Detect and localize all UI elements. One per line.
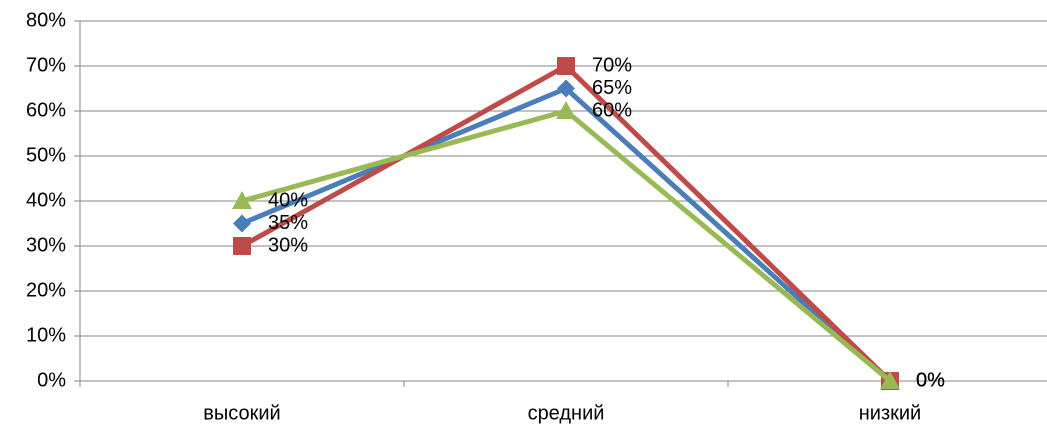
data-label: 60% xyxy=(592,99,632,121)
data-point-triangle xyxy=(880,371,900,389)
y-tick-label: 40% xyxy=(26,189,66,211)
y-tick-label: 20% xyxy=(26,279,66,301)
series-1 xyxy=(233,79,899,390)
data-label: 30% xyxy=(268,234,308,256)
y-tick-label: 60% xyxy=(26,99,66,121)
x-category-label: высокий xyxy=(203,402,280,424)
data-label: 0% xyxy=(916,369,945,391)
x-category-label: средний xyxy=(528,402,605,424)
data-label: 35% xyxy=(268,212,308,234)
y-tick-label: 0% xyxy=(37,369,66,391)
data-point-diamond xyxy=(233,214,251,233)
series-line xyxy=(239,86,893,384)
axes xyxy=(74,20,1047,387)
data-point-diamond xyxy=(557,79,575,98)
data-label: 40% xyxy=(268,189,308,211)
x-category-label: низкий xyxy=(859,402,921,424)
y-tick-label: 50% xyxy=(26,144,66,166)
y-tick-label: 30% xyxy=(26,234,66,256)
series-group xyxy=(232,57,900,390)
y-tick-label: 70% xyxy=(26,54,66,76)
x-category-labels: высокий средний низкий xyxy=(203,402,921,424)
data-point-triangle xyxy=(556,101,576,119)
data-point-triangle xyxy=(232,191,252,209)
data-label: 0% xyxy=(916,369,945,391)
data-point-square xyxy=(557,57,575,75)
data-label: 65% xyxy=(592,77,632,99)
y-tick-label: 80% xyxy=(26,9,66,31)
series-3 xyxy=(232,101,900,389)
data-label: 70% xyxy=(592,54,632,76)
data-labels: 35%65%0%30%70%0%40%60%0% xyxy=(268,54,945,391)
data-label: 0% xyxy=(916,369,945,391)
data-point-square xyxy=(233,237,251,255)
y-tick-label: 10% xyxy=(26,324,66,346)
y-tick-labels: 0% 10% 20% 30% 40% 50% 60% 70% 80% xyxy=(26,9,66,391)
